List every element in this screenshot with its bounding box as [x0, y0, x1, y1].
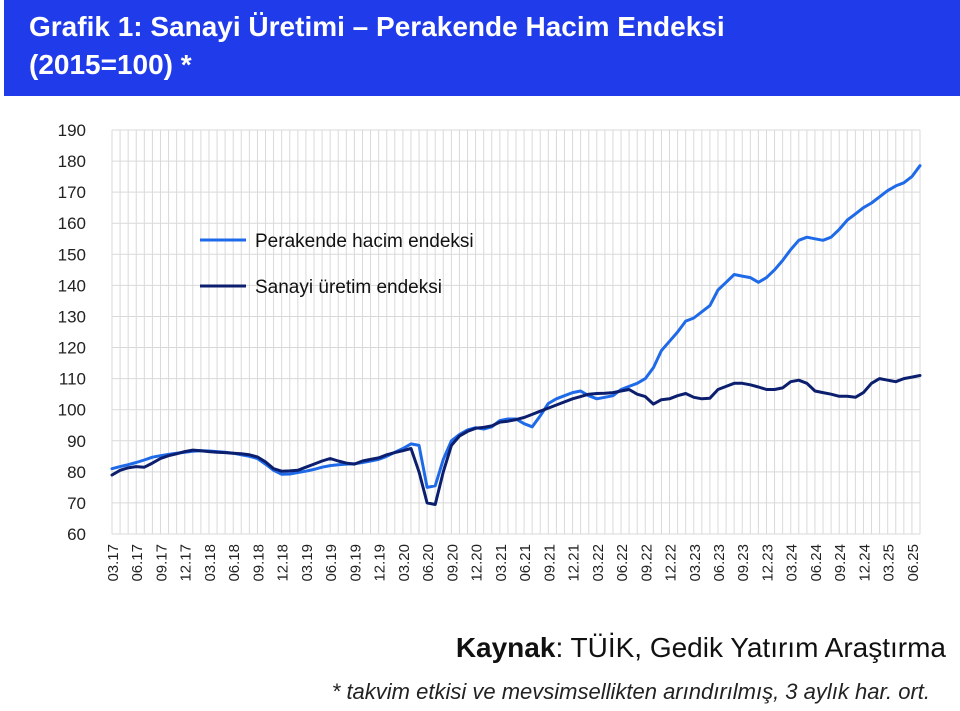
x-tick-label: 12.21	[566, 544, 583, 582]
y-tick-label: 130	[58, 307, 86, 326]
line-chart: 60 70 80 90 100 110 120 130 140 150 160 170 180 190 03…	[58, 121, 922, 582]
legend-label: Sanayi üretim endeksi	[255, 277, 442, 298]
x-tick-label: 06.17	[129, 544, 146, 582]
y-tick-label: 120	[58, 339, 86, 358]
x-tick-label: 09.21	[541, 544, 558, 582]
x-tick-label: 09.22	[638, 544, 655, 582]
title-line-2: (2015=100) *	[29, 49, 192, 80]
x-tick-label: 09.18	[250, 544, 267, 582]
x-tick-label: 12.17	[178, 544, 195, 582]
footnote: * takvim etkisi ve mevsimsellikten arınd…	[331, 679, 930, 704]
x-tick-label: 12.24	[856, 544, 873, 582]
x-tick-label: 12.18	[275, 544, 292, 582]
x-tick-label: 06.24	[808, 544, 825, 582]
x-tick-label: 06.20	[420, 544, 437, 582]
x-tick-label: 09.17	[153, 544, 170, 582]
x-tick-label: 12.23	[759, 544, 776, 582]
y-tick-label: 80	[67, 463, 86, 482]
y-tick-label: 180	[58, 152, 86, 171]
x-tick-label: 12.20	[469, 544, 486, 582]
y-tick-label: 150	[58, 245, 86, 264]
x-tick-label: 06.18	[226, 544, 243, 582]
x-tick-label: 06.19	[323, 544, 340, 582]
chart-header-bar	[4, 0, 960, 96]
legend-label: Perakende hacim endeksi	[255, 231, 474, 252]
source-text: Kaynak: TÜİK, Gedik Yatırım Araştırma	[456, 632, 946, 664]
x-tick-label: 09.24	[832, 544, 849, 582]
source-value: : TÜİK, Gedik Yatırım Araştırma	[555, 632, 946, 663]
x-tick-label: 03.25	[881, 544, 898, 582]
x-tick-label: 03.22	[590, 544, 607, 582]
y-tick-label: 160	[58, 214, 86, 233]
x-tick-label: 06.23	[711, 544, 728, 582]
y-tick-label: 70	[67, 494, 86, 513]
y-tick-label: 60	[67, 525, 86, 544]
chart-title: Grafik 1: Sanayi Üretimi – Perakende Hac…	[29, 8, 725, 84]
y-tick-label: 170	[58, 183, 86, 202]
x-tick-label: 12.22	[663, 544, 680, 582]
x-tick-label: 09.23	[735, 544, 752, 582]
y-tick-label: 190	[58, 121, 86, 140]
x-tick-label: 06.22	[614, 544, 631, 582]
x-tick-label: 03.23	[687, 544, 704, 582]
x-tick-label: 03.20	[396, 544, 413, 582]
x-tick-label: 06.21	[517, 544, 534, 582]
x-tick-label: 12.19	[372, 544, 389, 582]
x-tick-label: 09.20	[444, 544, 461, 582]
y-tick-label: 140	[58, 276, 86, 295]
y-tick-label: 90	[67, 432, 86, 451]
x-tick-label: 06.25	[905, 544, 922, 582]
title-line-1: Grafik 1: Sanayi Üretimi – Perakende Hac…	[29, 11, 725, 42]
source-label: Kaynak	[455, 632, 556, 663]
x-tick-label: 03.24	[784, 544, 801, 582]
y-tick-label: 100	[58, 401, 86, 420]
x-tick-label: 03.19	[299, 544, 316, 582]
x-tick-label: 09.19	[347, 544, 364, 582]
x-tick-label: 03.21	[493, 544, 510, 582]
x-tick-label: 03.17	[105, 544, 122, 582]
y-tick-label: 110	[59, 370, 86, 389]
series-line-industry	[110, 374, 922, 506]
x-tick-label: 03.18	[202, 544, 219, 582]
